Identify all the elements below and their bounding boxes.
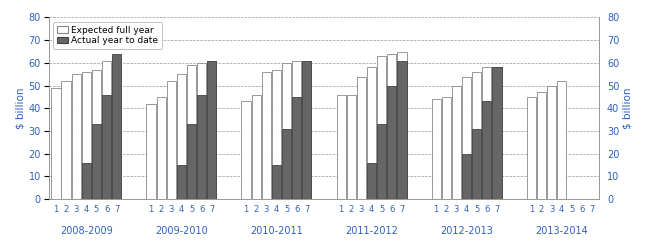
Bar [462,76,471,199]
Bar [282,129,291,199]
Bar [302,61,312,199]
Bar [146,104,156,199]
Bar [397,52,406,199]
Bar [292,97,301,199]
Bar [62,81,71,199]
Bar [112,54,121,199]
Bar [336,95,346,199]
Bar [292,61,301,199]
Bar [282,63,291,199]
Bar [472,129,481,199]
Text: 2010-2011: 2010-2011 [250,227,303,237]
Bar [388,54,397,199]
Bar [482,67,491,199]
Bar [187,65,196,199]
Bar [527,97,536,199]
Bar [112,58,121,199]
Bar [82,163,91,199]
Bar [197,95,206,199]
Bar [492,67,502,199]
Bar [397,61,406,199]
Bar [272,165,281,199]
Bar [207,61,216,199]
Bar [51,88,60,199]
Legend: Expected full year, Actual year to date: Expected full year, Actual year to date [53,22,162,49]
Bar [92,70,101,199]
Y-axis label: $ billion: $ billion [622,88,632,129]
Bar [482,102,491,199]
Bar [251,95,260,199]
Bar [377,124,386,199]
Text: 2012-2013: 2012-2013 [440,227,493,237]
Bar [197,63,206,199]
Bar [157,97,166,199]
Y-axis label: $ billion: $ billion [16,88,26,129]
Bar [357,76,366,199]
Bar [92,124,101,199]
Bar [452,86,461,199]
Bar [442,97,451,199]
Bar [377,56,386,199]
Bar [187,124,196,199]
Bar [242,102,251,199]
Bar [207,61,216,199]
Text: 2013-2014: 2013-2014 [535,227,588,237]
Bar [262,72,271,199]
Bar [102,95,111,199]
Text: 2008-2009: 2008-2009 [60,227,113,237]
Bar [472,72,481,199]
Bar [302,61,312,199]
Bar [492,67,502,199]
Text: 2009-2010: 2009-2010 [155,227,208,237]
Bar [537,92,546,199]
Bar [347,95,356,199]
Bar [82,72,91,199]
Bar [367,67,376,199]
Bar [272,70,281,199]
Bar [388,86,397,199]
Bar [462,154,471,199]
Text: 2011-2012: 2011-2012 [345,227,398,237]
Bar [72,74,81,199]
Bar [177,74,186,199]
Bar [102,61,111,199]
Bar [167,81,176,199]
Bar [432,99,441,199]
Bar [367,163,376,199]
Bar [547,86,556,199]
Bar [177,165,186,199]
Bar [557,81,566,199]
